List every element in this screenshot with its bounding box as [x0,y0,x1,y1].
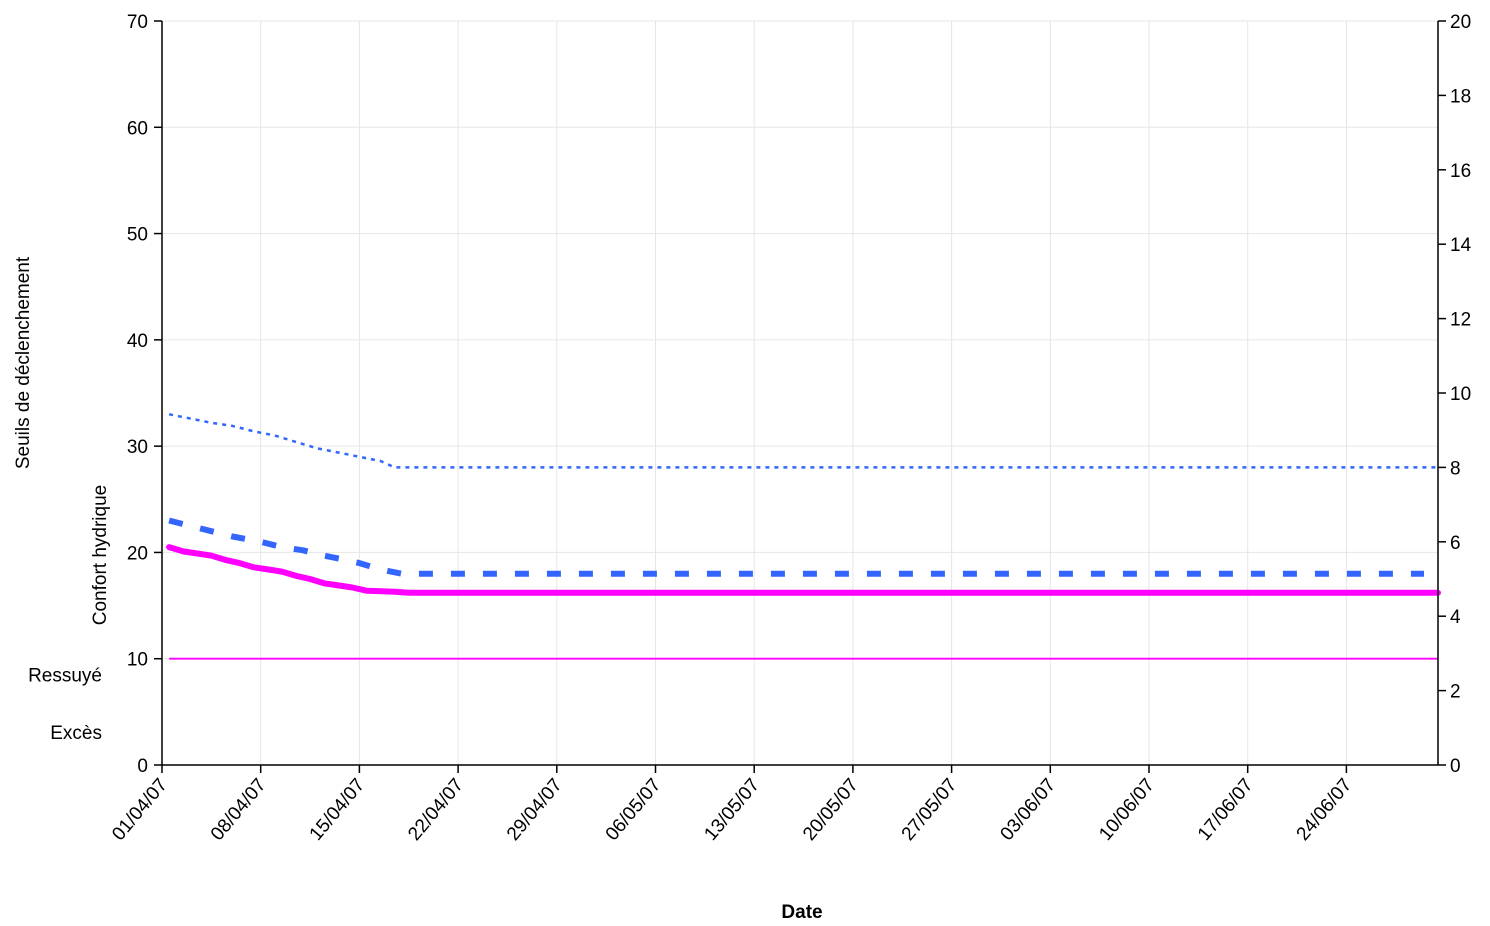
x-tick-label: 24/06/07 [1293,775,1357,845]
y-left-tick-label: 10 [127,650,148,671]
axes: 0 10 20 30 40 50 60 70 0 2 4 6 8 10 12 14 16 18 20 01/04/07… [108,12,1471,845]
y-left-tick-label: 0 [137,756,148,777]
x-tick-label: 01/04/07 [108,775,172,845]
y-right-tick-label: 8 [1450,458,1461,479]
y-left-tick-label: 60 [127,118,148,139]
series-line-solid-thick [166,544,1441,596]
x-tick-label: 06/05/07 [602,775,666,845]
y-left-tick-label: 70 [127,12,148,33]
y-left-tick-label: 40 [127,331,148,352]
y-right-tick-label: 12 [1450,310,1471,331]
x-tick-label: 17/06/07 [1194,775,1258,845]
y-left-tick-label: 50 [127,225,148,246]
y-right-tick-label: 10 [1450,384,1471,405]
x-tick-label: 13/05/07 [700,775,764,845]
zone-label: Excès [50,723,102,744]
x-tick-label: 27/05/07 [898,775,962,845]
labels: Seuils de déclenchement Confort hydrique… [13,256,823,923]
series-line-dashed-thick [168,517,1424,577]
x-tick-label: 08/04/07 [207,775,271,845]
y-right-tick-label: 16 [1450,161,1471,182]
y-left-tick-label: 30 [127,437,148,458]
y-right-tick-label: 14 [1450,235,1472,256]
y-axis-title-inner: Confort hydrique [90,485,111,625]
y-right-tick-label: 20 [1450,12,1471,33]
x-tick-label: 03/06/07 [996,775,1060,845]
y-right-tick-label: 4 [1450,607,1461,628]
x-tick-label: 10/06/07 [1095,775,1159,845]
y-right-tick-label: 18 [1450,86,1471,107]
x-tick-label: 22/04/07 [404,775,468,845]
y-left-tick-label: 20 [127,543,148,564]
y-right-tick-label: 6 [1450,533,1461,554]
x-tick-label: 20/05/07 [799,775,863,845]
series-line-dotted-thin [168,413,1438,469]
x-tick-label: 15/04/07 [306,775,370,845]
grid [162,20,1438,765]
zone-label: Ressuyé [28,666,102,687]
y-axis-title-outer: Seuils de déclenchement [13,256,34,469]
series-layer [166,413,1441,660]
y-right-tick-label: 2 [1450,682,1461,703]
x-axis-title: Date [781,902,822,923]
y-right-tick-label: 0 [1450,756,1461,777]
x-tick-label: 29/04/07 [503,775,567,845]
